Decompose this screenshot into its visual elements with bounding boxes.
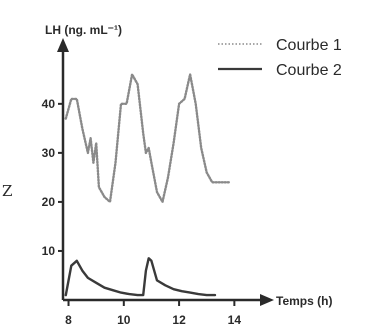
series-line-1 [64, 73, 231, 204]
y-tick-label: 30 [42, 146, 56, 160]
x-tick-label: 14 [228, 313, 242, 327]
y-tick-label: 10 [42, 244, 56, 258]
legend: Courbe 1 Courbe 2 [218, 37, 342, 79]
axes [57, 38, 274, 306]
y-axis-title: LH (ng. mL⁻¹) [45, 23, 122, 37]
side-character: Z [2, 182, 12, 200]
x-tick-label: 8 [65, 313, 72, 327]
legend-label-courbe-1: Courbe 1 [276, 37, 342, 54]
x-tick-label: 12 [172, 313, 186, 327]
y-tick-label: 40 [42, 97, 56, 111]
y-ticks: 10 20 30 40 [42, 97, 63, 258]
x-axis-arrow [260, 294, 274, 306]
series-line-2 [64, 257, 217, 297]
y-axis-arrow [57, 38, 69, 52]
x-ticks: 8 10 12 14 [65, 300, 241, 327]
series-layer [64, 73, 231, 297]
y-tick-label: 20 [42, 195, 56, 209]
x-axis-title: Temps (h) [276, 294, 332, 308]
x-tick-label: 10 [117, 313, 131, 327]
legend-label-courbe-2: Courbe 2 [276, 62, 342, 79]
